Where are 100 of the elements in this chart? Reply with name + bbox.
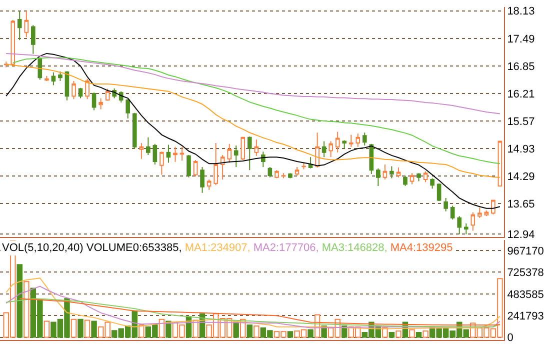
- candlestick: [214, 142, 218, 186]
- candlestick: [247, 136, 252, 171]
- candlestick: [436, 182, 442, 202]
- candlestick: [160, 151, 164, 176]
- y-tick-label: 18.13: [507, 6, 535, 18]
- candlestick: [254, 139, 259, 156]
- candlestick: [186, 154, 191, 178]
- candlestick: [322, 140, 326, 158]
- line-series: [6, 52, 500, 209]
- candlestick: [444, 198, 448, 212]
- candlestick: [294, 166, 300, 176]
- bar: [24, 281, 30, 338]
- bar: [91, 320, 97, 338]
- candlestick: [430, 178, 434, 190]
- bar: [422, 330, 428, 338]
- y-tick-label: 13.65: [507, 198, 535, 210]
- bar: [78, 318, 84, 338]
- candlestick: [376, 168, 380, 186]
- candlestick: [281, 172, 286, 179]
- line-series: [6, 64, 500, 178]
- candlestick: [342, 140, 346, 150]
- candlestick: [240, 136, 246, 161]
- candlestick: [362, 132, 367, 146]
- bar: [308, 329, 314, 338]
- y-tick-label: 15.57: [507, 116, 535, 128]
- annotation: MA1:234907,: [184, 242, 250, 254]
- candlestick: [72, 80, 76, 100]
- candlestick: [382, 164, 388, 180]
- annotation: VOL(5,10,20,40) VOLUME0:653385,: [2, 242, 182, 254]
- candlestick: [477, 207, 482, 218]
- candlestick: [261, 151, 266, 168]
- bar: [409, 329, 415, 338]
- candlestick: [416, 172, 421, 182]
- candlestick: [24, 10, 29, 38]
- candlestick: [227, 143, 232, 164]
- bar: [254, 326, 260, 338]
- candlestick: [464, 222, 468, 235]
- candlestick: [470, 212, 476, 232]
- annotation: MA4:139295: [390, 242, 453, 254]
- candlestick: [166, 144, 171, 164]
- bar: [416, 332, 422, 338]
- candlestick: [390, 166, 394, 179]
- bar: [341, 326, 348, 338]
- line-series: [6, 52, 500, 114]
- candlestick: [308, 156, 313, 169]
- y-tick-label: 12.94: [507, 229, 535, 242]
- bar: [233, 322, 239, 338]
- bar: [396, 330, 402, 338]
- candlestick: [315, 132, 320, 168]
- candlestick: [173, 146, 178, 162]
- candlestick: [146, 136, 150, 156]
- bar: [16, 264, 22, 338]
- candlestick: [484, 210, 489, 217]
- candlestick: [85, 78, 90, 100]
- candlestick: [335, 131, 340, 153]
- candlestick: [132, 112, 137, 150]
- candlestick: [206, 179, 212, 190]
- bar: [246, 324, 252, 338]
- candlestick: [450, 205, 455, 220]
- candlestick: [126, 98, 130, 119]
- y-tick-label: 16.21: [507, 88, 535, 100]
- annotation: MA3:146828,: [322, 242, 388, 254]
- candlestick: [200, 166, 204, 194]
- candlestick: [51, 72, 56, 86]
- candlestick: [64, 70, 70, 101]
- candlestick: [58, 71, 62, 82]
- bar: [84, 320, 90, 338]
- bar: [138, 324, 144, 338]
- bar: [158, 318, 165, 338]
- candlestick: [139, 142, 144, 160]
- y-tick-label: 0: [507, 332, 514, 344]
- candlestick: [328, 140, 333, 158]
- bar: [70, 318, 77, 338]
- candlestick: [92, 92, 96, 111]
- candlestick: [423, 170, 428, 183]
- line-series: [12, 57, 500, 164]
- y-tick-label: 14.93: [507, 143, 535, 156]
- candlestick: [44, 75, 49, 82]
- line-series: [6, 286, 500, 328]
- candlestick: [356, 133, 360, 148]
- line-series: [6, 278, 500, 330]
- candlestick: [348, 134, 354, 148]
- y-tick-label: 483585: [507, 288, 544, 301]
- candlestick: [457, 216, 462, 235]
- candlestick: [288, 172, 292, 179]
- candlestick: [268, 166, 272, 178]
- candlestick: [193, 160, 198, 178]
- y-tick-label: 17.49: [507, 33, 535, 46]
- annotation: MA2:177706,: [253, 242, 319, 254]
- candlestick: [30, 24, 36, 54]
- candlestick: [302, 162, 306, 170]
- candlestick: [403, 175, 408, 186]
- y-tick-label: 16.85: [507, 60, 535, 73]
- candlestick: [180, 146, 184, 162]
- y-tick-label: 725378: [507, 267, 544, 280]
- candlestick: [17, 10, 22, 41]
- candlestick: [234, 145, 238, 168]
- candlestick: [10, 19, 16, 66]
- y-tick-label: 241793: [507, 310, 544, 322]
- candlestick: [220, 154, 225, 180]
